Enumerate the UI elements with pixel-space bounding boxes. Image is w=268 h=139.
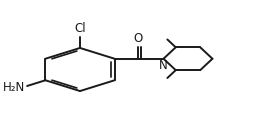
Text: N: N	[159, 59, 168, 72]
Text: H₂N: H₂N	[3, 81, 25, 94]
Text: O: O	[133, 32, 142, 45]
Text: Cl: Cl	[74, 22, 86, 35]
